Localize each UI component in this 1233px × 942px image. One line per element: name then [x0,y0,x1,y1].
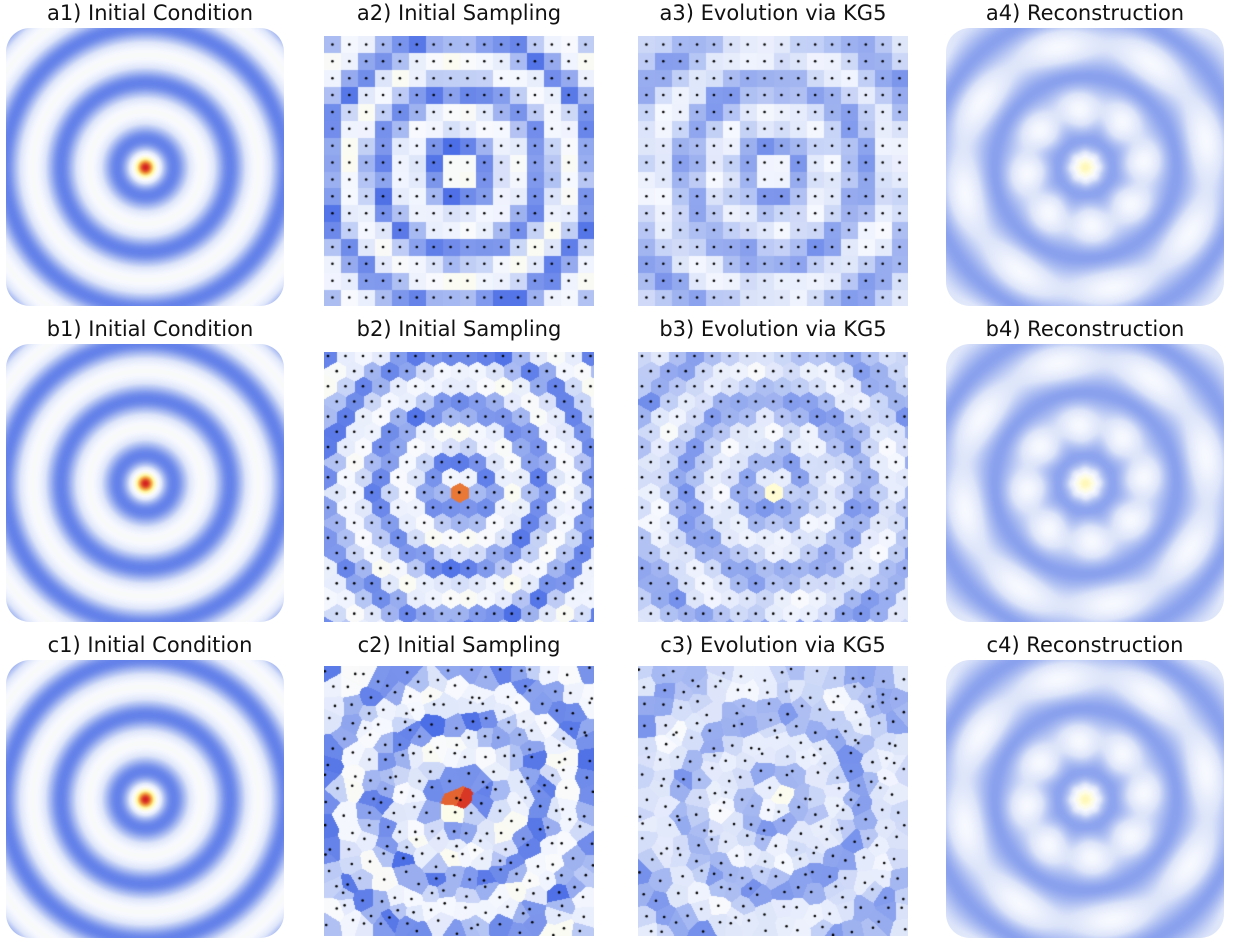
panel-title-a4: a4) Reconstruction [985,1,1185,25]
panel-c4-reconstruction [946,660,1224,938]
panel-title-a2: a2) Initial Sampling [356,1,562,25]
panel-title-c2: c2) Initial Sampling [357,633,561,657]
panel-b4-reconstruction [946,344,1224,622]
panel-a4-reconstruction [946,28,1224,306]
panel-c2-initial-sampling [324,666,594,936]
panel-title-b3: b3) Evolution via KG5 [659,317,887,341]
panel-a3-evolution-kg5 [638,36,908,306]
panel-b3-evolution-kg5 [638,352,908,622]
panel-title-b1: b1) Initial Condition [46,317,254,341]
panel-c1-initial-condition [6,660,284,938]
panel-title-a3: a3) Evolution via KG5 [659,1,887,25]
panel-b2-initial-sampling [324,352,594,622]
panel-title-c3: c3) Evolution via KG5 [660,633,886,657]
panel-title-b4: b4) Reconstruction [985,317,1185,341]
panel-c3-evolution-kg5 [638,666,908,936]
panel-a2-initial-sampling [324,36,594,306]
panel-a1-initial-condition [6,28,284,306]
panel-title-c1: c1) Initial Condition [47,633,253,657]
panel-title-b2: b2) Initial Sampling [356,317,562,341]
panel-title-a1: a1) Initial Condition [46,1,254,25]
panel-title-c4: c4) Reconstruction [986,633,1184,657]
panel-b1-initial-condition [6,344,284,622]
